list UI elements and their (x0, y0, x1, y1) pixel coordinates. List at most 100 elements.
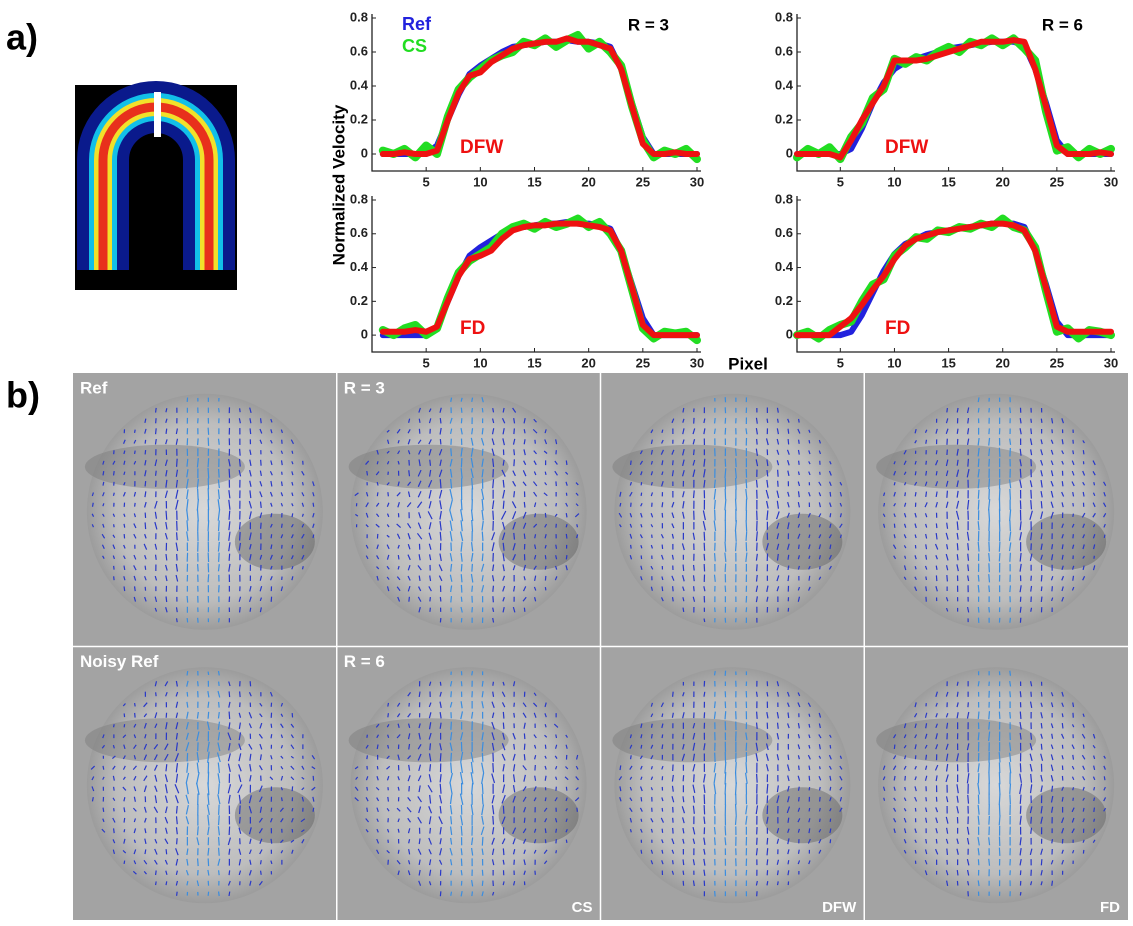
velocity-vector (957, 429, 958, 434)
velocity-vector (767, 838, 768, 845)
velocity-vector (219, 870, 220, 875)
legend-entry: CS (402, 36, 427, 56)
velocity-vector (135, 703, 136, 706)
panel-caption: FD (1100, 899, 1120, 916)
velocity-vector (884, 798, 885, 801)
velocity-vector (957, 554, 958, 560)
velocity-vector (229, 554, 230, 561)
velocity-vector (1020, 795, 1021, 804)
x-tick-label: 20 (995, 174, 1009, 189)
x-tick-label: 30 (690, 174, 704, 189)
velocity-vector (535, 534, 536, 538)
velocity-vector (208, 428, 209, 435)
velocity-vector (735, 782, 736, 795)
velocity-vector (989, 585, 990, 592)
shade (85, 445, 245, 489)
velocity-vector (673, 692, 674, 697)
velocity-vector (778, 419, 779, 423)
velocity-vector (219, 408, 220, 412)
velocity-vector (756, 418, 757, 424)
velocity-vector (92, 797, 93, 801)
velocity-vector (271, 724, 272, 728)
velocity-vector (1010, 681, 1011, 686)
velocity-vector (440, 418, 441, 423)
velocity-vector (461, 574, 462, 582)
velocity-vector (788, 575, 789, 581)
velocity-vector (409, 597, 410, 602)
velocity-vector (240, 817, 241, 824)
y-tick-label: 0 (361, 327, 368, 342)
y-tick-label: 0.2 (350, 293, 368, 308)
velocity-vector (472, 671, 473, 675)
velocity-vector (989, 448, 990, 456)
velocity-vector (271, 513, 272, 517)
velocity-vector (1010, 784, 1011, 794)
velocity-vector (1094, 482, 1095, 485)
velocity-vector (113, 745, 114, 748)
series-line (797, 224, 1111, 335)
shade (349, 718, 509, 762)
velocity-vector (725, 542, 726, 552)
velocity-vector (798, 787, 799, 791)
velocity-vector (177, 618, 178, 622)
velocity-vector (999, 752, 1000, 762)
velocity-vector (820, 797, 821, 802)
velocity-vector (409, 470, 410, 476)
velocity-vector (809, 724, 810, 728)
velocity-vector (704, 532, 705, 541)
panel-caption: R = 3 (344, 378, 385, 397)
series-line (383, 35, 697, 159)
velocity-vector (177, 532, 178, 540)
x-tick-label: 20 (995, 355, 1009, 370)
velocity-vector (1073, 755, 1074, 760)
velocity-vector (926, 544, 927, 549)
velocity-vector (493, 816, 494, 825)
velocity-vector (799, 797, 800, 801)
velocity-vector (756, 692, 757, 697)
velocity-vector (1094, 819, 1095, 822)
velocity-vector (694, 575, 695, 581)
shade (612, 445, 772, 489)
velocity-vector (1020, 763, 1021, 772)
velocity-vector (219, 520, 220, 531)
x-tick-label: 5 (837, 355, 844, 370)
velocity-vector (535, 776, 536, 781)
velocity-vector (377, 461, 378, 464)
velocity-vector (894, 482, 895, 485)
velocity-vector (989, 563, 990, 572)
velocity-vector (124, 818, 125, 823)
velocity-vector (176, 816, 177, 824)
velocity-vector (208, 574, 209, 582)
velocity-vector (208, 468, 209, 478)
velocity-vector (1062, 713, 1063, 717)
velocity-vector (229, 892, 230, 896)
figure: a) b) Normalized Velocity Pixel RefR = 3… (0, 0, 1133, 926)
velocity-vector (694, 586, 695, 591)
velocity-vector (999, 542, 1000, 552)
x-tick-label: 15 (941, 174, 955, 189)
velocity-vector (809, 766, 810, 770)
velocity-vector (989, 607, 990, 612)
velocity-vector (641, 850, 642, 854)
shade (1026, 787, 1106, 843)
velocity-vector (1062, 544, 1063, 549)
x-tick-label: 25 (636, 355, 650, 370)
velocity-vector (451, 448, 452, 456)
velocity-vector (514, 459, 515, 466)
velocity-vector (135, 586, 136, 591)
velocity-vector (756, 848, 757, 855)
velocity-vector (736, 773, 737, 784)
velocity-vector (219, 532, 220, 541)
velocity-vector (198, 564, 199, 571)
velocity-vector (103, 766, 104, 770)
velocity-vector (103, 482, 104, 486)
velocity-vector (978, 542, 979, 552)
velocity-vector (926, 839, 927, 843)
velocity-vector (788, 566, 789, 570)
velocity-vector (177, 892, 178, 896)
velocity-vector (493, 618, 494, 623)
velocity-vector (968, 554, 969, 561)
velocity-vector (1031, 608, 1032, 612)
velocity-vector (461, 408, 462, 413)
velocity-vector (124, 586, 125, 591)
